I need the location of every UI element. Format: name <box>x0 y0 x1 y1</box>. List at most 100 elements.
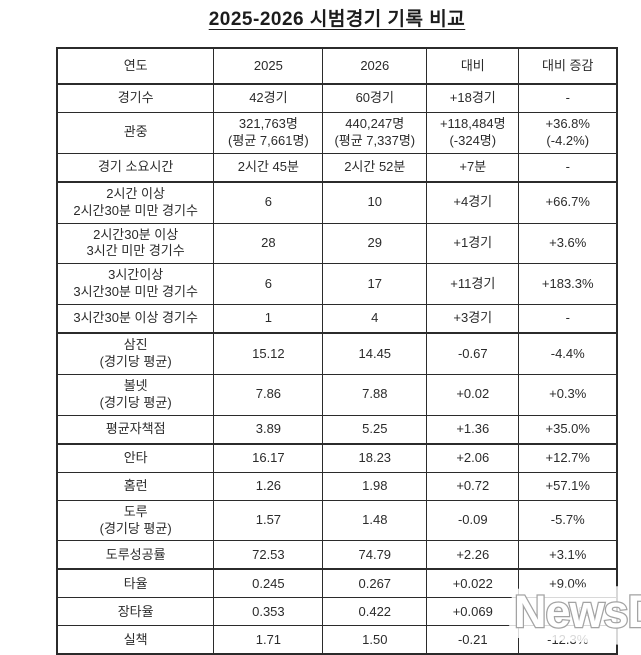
value-cell: +4경기 <box>426 181 520 224</box>
table-row: 타율 0.245 0.267 +0.022 +9.0% <box>56 568 618 599</box>
value-cell: 1.57 <box>213 499 324 542</box>
value-cell: +36.8% (-4.2%) <box>518 112 618 154</box>
cell-text: +3경기 <box>453 310 493 326</box>
value-cell: -0.21 <box>426 625 520 655</box>
cell-text: 1 <box>264 310 272 326</box>
table-body: 경기수 42경기 60경기 +18경기 - 관중 321,763명 (평균 7,661명) 44… <box>56 83 618 655</box>
cell-text: 16.17 <box>252 449 285 465</box>
cell-text: (평균 7,661명) <box>228 132 309 148</box>
cell-text: -0.67 <box>457 345 488 361</box>
value-cell: +0.02 <box>426 373 520 416</box>
value-cell: 18.23 <box>322 443 428 473</box>
table-row: 관중 321,763명 (평균 7,661명) 440,247명 (평균 7,337명)… <box>56 112 618 154</box>
cell-text: +118,484명 <box>439 116 506 131</box>
table-row: 경기수 42경기 60경기 +18경기 - <box>56 83 618 113</box>
value-cell: - <box>518 152 618 183</box>
value-cell: - <box>518 83 618 113</box>
table-row: 2시간30분 이상 3시간 미만 경기수 28 29 +1경기 +3.6% <box>56 222 618 265</box>
cell-text: 6 <box>264 275 272 291</box>
table-row: 3시간이상 3시간30분 미만 경기수 6 17 +11경기 +183.3% <box>56 263 618 306</box>
value-cell: 440,247명 (평균 7,337명) <box>322 112 428 154</box>
value-cell: -0.67 <box>426 332 520 375</box>
cell-text: - <box>565 90 570 106</box>
cell-text: 18.23 <box>358 449 392 465</box>
row-label-cell: 도루성공률 <box>56 540 215 571</box>
page-content: 2025-2026 시범경기 기록 비교 연도 2025 2026 대비 대비 … <box>56 4 618 655</box>
value-cell: 4 <box>322 304 428 335</box>
cell-text: +1.36 <box>456 420 490 436</box>
value-cell: 6 <box>213 263 324 306</box>
value-cell: -4.4% <box>518 332 618 375</box>
cell-text: 타율 <box>123 575 148 591</box>
cell-text: 3.89 <box>255 420 282 436</box>
value-cell: -12.3% <box>518 625 618 655</box>
header-row: 연도 2025 2026 대비 대비 증감 <box>56 47 618 85</box>
cell-text: 60경기 <box>355 90 394 106</box>
table-header: 연도 2025 2026 대비 대비 증감 <box>56 47 618 85</box>
value-cell: 42경기 <box>213 83 324 113</box>
value-cell: +0.022 <box>426 568 520 599</box>
cell-text: 1.26 <box>255 477 282 493</box>
header-diff: 대비 <box>426 47 520 85</box>
cell-text: +11경기 <box>450 275 496 291</box>
cell-text: +57.1% <box>545 477 590 493</box>
value-cell: 16.17 <box>213 443 324 473</box>
cell-text: +18경기 <box>449 90 496 106</box>
cell-text: 3시간 미만 경기수 <box>86 243 185 259</box>
cell-text: 42경기 <box>249 90 288 106</box>
cell-text: 29 <box>367 235 383 250</box>
row-label-cell: 3시간30분 이상 경기수 <box>56 304 215 335</box>
row-label-cell: 타율 <box>56 568 215 599</box>
table-row: 경기 소요시간 2시간 45분 2시간 52분 +7분 - <box>56 152 618 183</box>
cell-text: -5.7% <box>550 512 585 528</box>
cell-text: 1.50 <box>362 631 388 647</box>
row-label-cell: 삼진 (경기당 평균) <box>56 332 215 375</box>
value-cell: +12.7% <box>518 443 618 473</box>
table-row: 안타 16.17 18.23 +2.06 +12.7% <box>56 443 618 473</box>
table-row: 장타율 0.353 0.422 +0.069 +19.5% <box>56 597 618 627</box>
value-cell: +183.3% <box>518 263 618 306</box>
row-label-cell: 2시간 이상 2시간30분 미만 경기수 <box>56 181 215 224</box>
cell-text: -0.09 <box>457 512 488 528</box>
cell-text: 7.88 <box>362 386 388 402</box>
value-cell: 0.353 <box>213 597 324 627</box>
cell-text: (-324명) <box>449 132 497 148</box>
cell-text: 0.422 <box>358 603 392 619</box>
value-cell: +1경기 <box>426 222 520 265</box>
header-2026: 2026 <box>322 47 428 85</box>
cell-text: 0.267 <box>358 575 392 591</box>
cell-text: 볼넷 <box>123 377 148 393</box>
cell-text: -12.3% <box>547 631 589 647</box>
cell-text: 경기수 <box>117 90 154 106</box>
cell-text: 홈런 <box>123 477 148 493</box>
cell-text: 440,247명 <box>345 116 405 131</box>
cell-text: 2시간 45분 <box>237 158 299 174</box>
value-cell: 10 <box>322 181 428 224</box>
cell-text: 0.245 <box>252 575 285 591</box>
cell-text: 28 <box>261 235 276 250</box>
value-cell: +66.7% <box>518 181 618 224</box>
table-row: 2시간 이상 2시간30분 미만 경기수 6 10 +4경기 +66.7% <box>56 181 618 224</box>
cell-text: +36.8% <box>545 116 590 131</box>
cell-text: 1.98 <box>362 477 388 493</box>
cell-text: +0.3% <box>549 386 587 402</box>
row-label-cell: 3시간이상 3시간30분 미만 경기수 <box>56 263 215 306</box>
cell-text: -4.4% <box>550 345 585 361</box>
value-cell: +57.1% <box>518 471 618 501</box>
row-label-cell: 도루 (경기당 평균) <box>56 499 215 542</box>
cell-text: (경기당 평균) <box>99 520 172 536</box>
cell-text: 4 <box>371 310 379 326</box>
cell-text: 2시간 52분 <box>344 158 406 174</box>
table-row: 삼진 (경기당 평균) 15.12 14.45 -0.67 -4.4% <box>56 332 618 375</box>
value-cell: 28 <box>213 222 324 265</box>
cell-text: +1경기 <box>453 235 493 250</box>
cell-text: 1.57 <box>255 512 282 528</box>
cell-text: 삼진 <box>123 337 148 353</box>
value-cell: 2시간 45분 <box>213 152 324 183</box>
header-diff-pct: 대비 증감 <box>518 47 618 85</box>
row-label-cell: 안타 <box>56 443 215 473</box>
record-comparison-table: 연도 2025 2026 대비 대비 증감 경기수 42경기 60경기 +18경기 - 관… <box>56 47 618 655</box>
cell-text: +2.06 <box>456 449 490 465</box>
value-cell: 1.48 <box>322 499 428 542</box>
row-label-cell: 홈런 <box>56 471 215 501</box>
